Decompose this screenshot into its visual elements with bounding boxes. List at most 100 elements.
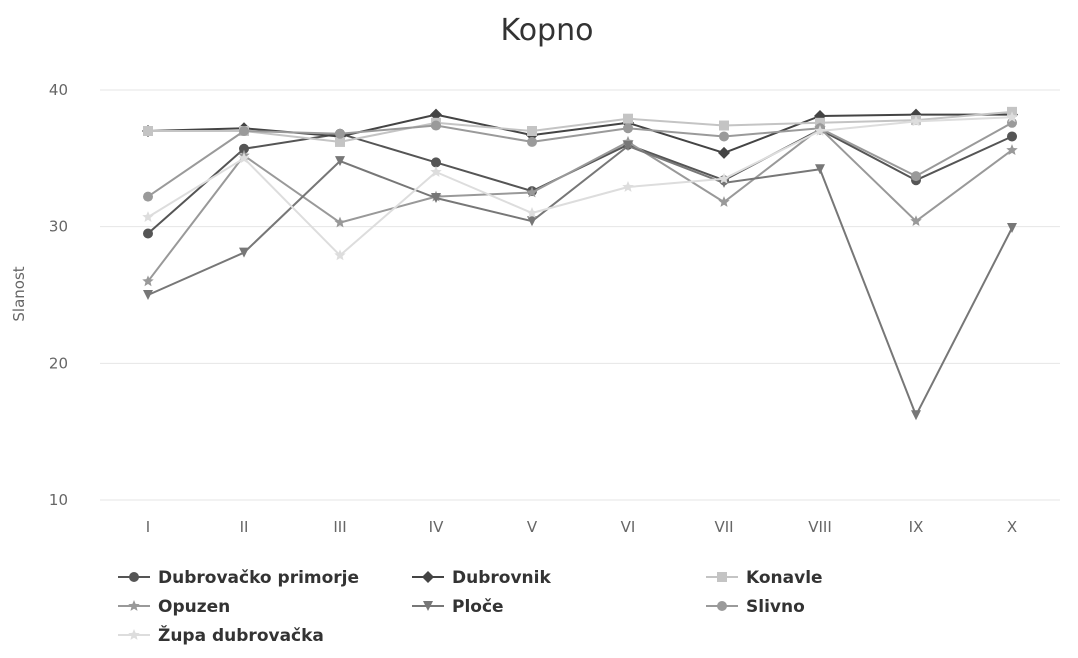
x-tick-label: I — [146, 518, 150, 536]
legend-item[interactable]: Dubrovnik — [412, 568, 551, 588]
x-tick-labels: I II III IV V VI VII VIII IX X — [146, 518, 1017, 536]
x-tick-label: X — [1007, 518, 1017, 536]
series-line — [148, 110, 1013, 143]
legend-item[interactable]: Konavle — [706, 568, 823, 588]
data-point — [911, 410, 921, 421]
chart-title: Kopno — [501, 13, 594, 48]
data-point — [623, 113, 633, 124]
series-4 — [143, 141, 1017, 421]
legend: Dubrovačko primorje Dubrovnik Konavle Opuze… — [118, 568, 823, 646]
data-point — [142, 275, 154, 287]
data-point — [431, 157, 441, 168]
y-tick-label: 40 — [49, 81, 68, 99]
legend-label: Konavle — [746, 568, 823, 588]
x-tick-label: IX — [909, 518, 924, 536]
series-line — [147, 145, 1013, 417]
data-point — [527, 136, 537, 147]
x-tick-label: VII — [714, 518, 733, 536]
data-point — [1006, 111, 1018, 123]
x-tick-label: VI — [621, 518, 636, 536]
data-point — [718, 146, 730, 159]
series-6 — [142, 111, 1018, 261]
series-line — [147, 128, 1013, 235]
data-point — [1007, 131, 1017, 142]
legend-item[interactable]: Slivno — [706, 597, 805, 617]
series-line — [147, 127, 1013, 282]
data-point — [1007, 223, 1017, 234]
y-tick-label: 10 — [49, 491, 68, 509]
series-lines — [142, 106, 1018, 421]
legend-marker — [423, 601, 433, 611]
data-point — [142, 211, 154, 222]
data-point — [622, 181, 634, 192]
data-point — [815, 164, 825, 175]
x-tick-label: IV — [429, 518, 444, 536]
data-point — [1006, 144, 1018, 155]
legend-marker — [128, 629, 140, 640]
data-point — [430, 166, 442, 177]
series-0 — [143, 124, 1017, 239]
data-point — [719, 131, 729, 142]
data-point — [143, 191, 153, 202]
x-tick-label: V — [527, 518, 538, 536]
legend-label: Opuzen — [158, 597, 230, 617]
legend-marker — [422, 571, 434, 583]
data-point — [431, 192, 441, 203]
legend-label: Slivno — [746, 597, 805, 617]
gridlines — [100, 89, 1060, 501]
series-2 — [143, 106, 1017, 147]
data-point — [143, 228, 153, 239]
data-point — [431, 120, 441, 131]
data-point — [526, 207, 538, 218]
data-point — [526, 186, 538, 198]
data-point — [239, 247, 249, 258]
series-5 — [143, 117, 1017, 202]
data-point — [623, 141, 633, 152]
data-point — [335, 128, 345, 139]
y-tick-label: 30 — [49, 218, 68, 236]
legend-label: Dubrovačko primorje — [158, 568, 359, 588]
legend-item[interactable]: Opuzen — [118, 597, 230, 617]
legend-item[interactable]: Župa dubrovačka — [118, 624, 324, 646]
legend-label: Dubrovnik — [452, 568, 551, 588]
legend-item[interactable]: Dubrovačko primorje — [118, 568, 359, 588]
data-point — [911, 171, 921, 182]
x-tick-label: II — [240, 518, 249, 536]
data-point — [334, 249, 346, 261]
legend-marker — [717, 601, 727, 611]
data-point — [334, 216, 346, 228]
data-point — [527, 216, 537, 227]
data-point — [239, 126, 249, 136]
legend-marker — [717, 572, 727, 582]
data-point — [910, 115, 922, 127]
data-point — [238, 152, 250, 164]
data-point — [910, 215, 922, 227]
y-axis-label: Slanost — [10, 266, 28, 321]
data-point — [718, 196, 730, 207]
legend-item[interactable]: Ploče — [412, 597, 504, 617]
series-3 — [142, 122, 1018, 287]
data-point — [719, 120, 729, 131]
data-point — [143, 126, 153, 136]
data-point — [527, 126, 537, 136]
data-point — [335, 156, 345, 167]
legend-label: Ploče — [452, 597, 504, 617]
x-tick-label: VIII — [808, 518, 832, 536]
data-point — [335, 136, 345, 147]
series-line — [147, 121, 1013, 198]
data-point — [623, 123, 633, 134]
data-point — [239, 143, 249, 154]
data-point — [430, 108, 442, 121]
series-line — [147, 116, 1013, 257]
legend-marker — [128, 600, 140, 611]
legend-label: Župa dubrovačka — [158, 624, 324, 646]
y-tick-labels: 10 20 30 40 — [49, 81, 68, 509]
x-tick-label: III — [333, 518, 346, 536]
data-point — [143, 290, 153, 300]
y-tick-label: 20 — [49, 354, 68, 372]
data-point — [718, 172, 730, 184]
legend-marker — [129, 572, 139, 582]
data-point — [814, 125, 826, 136]
